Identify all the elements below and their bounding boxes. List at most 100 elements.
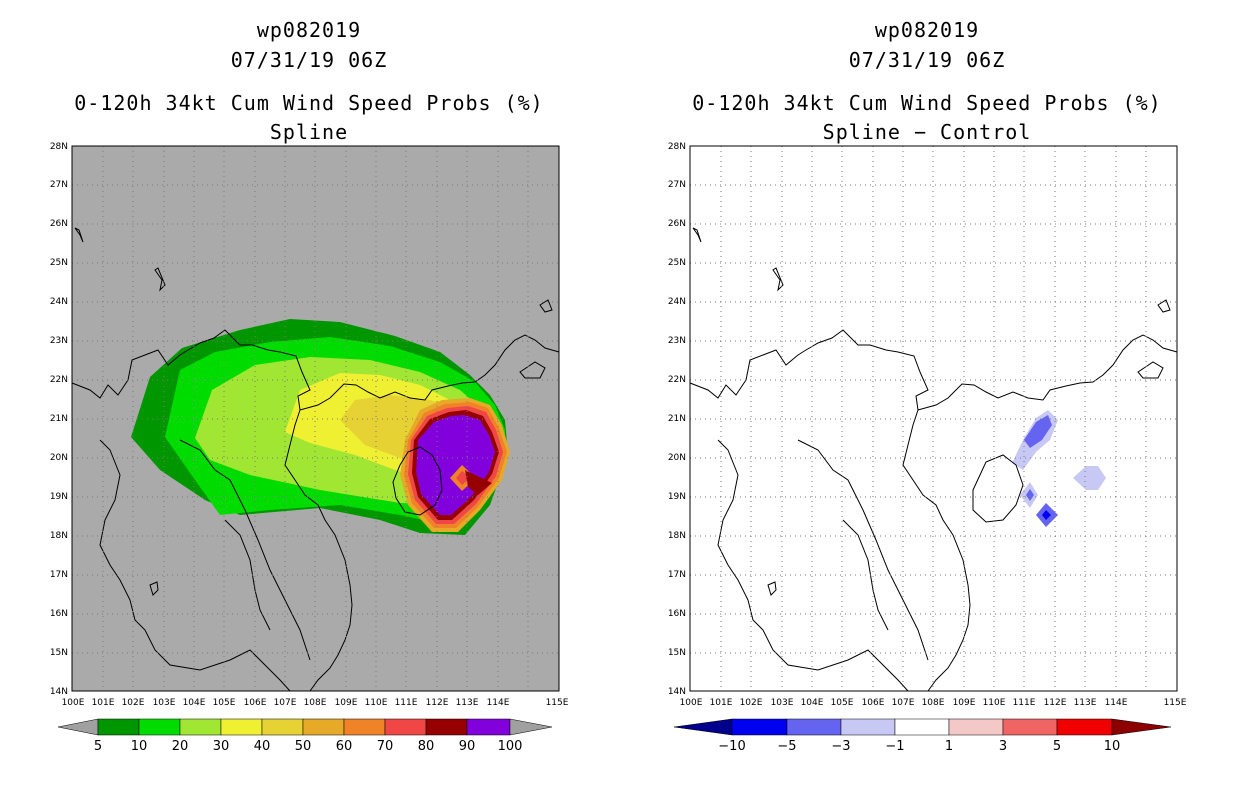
lon-label: 108E: [922, 698, 945, 708]
lat-label: 19N: [50, 492, 68, 502]
lon-label: 111E: [395, 698, 418, 708]
colorbar-swatch: [384, 718, 427, 736]
lat-label: 22N: [668, 375, 686, 385]
colorbar-label: 60: [336, 739, 353, 754]
lon-label: 109E: [335, 698, 358, 708]
colorbar-label: 100: [498, 739, 523, 754]
lon-label: 106E: [862, 698, 885, 708]
diff-minus3: [1026, 489, 1034, 501]
colorbar-left: [57, 718, 553, 736]
date-label: 07/31/19 06Z: [848, 48, 1006, 72]
probability-contours: [131, 319, 510, 535]
panel-subtitle: Spline: [269, 120, 349, 144]
lat-label: 28N: [668, 142, 686, 152]
colorbar-swatch: [1002, 718, 1058, 736]
colorbar-swatch: [220, 718, 263, 736]
lon-label: 103E: [153, 698, 176, 708]
difference-contours: [1012, 410, 1106, 527]
colorbar-label: 40: [254, 739, 271, 754]
colorbar-swatch: [894, 718, 950, 736]
colorbar-swatch: [261, 718, 304, 736]
colorbar-label: 30: [213, 739, 230, 754]
lon-axis-labels: 100E 101E 102E 103E 104E 105E 106E 107E …: [680, 698, 1187, 708]
lat-label: 21N: [50, 414, 68, 424]
colorbar-swatch: [343, 718, 386, 736]
lon-label: 110E: [365, 698, 388, 708]
colorbar-swatch: [138, 718, 181, 736]
lat-label: 25N: [668, 258, 686, 268]
lon-label: 105E: [831, 698, 854, 708]
colorbar-swatch: [840, 718, 896, 736]
lon-axis-labels: 100E 101E 102E 103E 104E 105E 106E 107E …: [62, 698, 569, 708]
colorbar-label: −10: [718, 739, 745, 754]
lat-label: 24N: [50, 297, 68, 307]
panel-title: 0-120h 34kt Cum Wind Speed Probs (%): [692, 91, 1162, 115]
lon-label: 102E: [740, 698, 763, 708]
lat-label: 17N: [50, 570, 68, 580]
lon-label: 100E: [680, 698, 703, 708]
colorbar-label: 90: [459, 739, 476, 754]
lat-label: 22N: [50, 375, 68, 385]
colorbar-label: 80: [418, 739, 435, 754]
lon-label: 115E: [1164, 698, 1187, 708]
colorbar-label: −5: [777, 739, 796, 754]
lat-axis-labels: 14N 15N 16N 17N 18N 19N 20N 21N 22N 23N …: [50, 142, 68, 697]
diff-minus3: [1024, 415, 1052, 448]
map-svg-left: 14N 15N 16N 17N 18N 19N 20N 21N 22N 23N …: [50, 142, 569, 754]
colorbar-labels-left: 5 10 20 30 40 50 60 70 80 90 100: [94, 739, 523, 754]
lat-label: 23N: [668, 336, 686, 346]
lat-label: 15N: [668, 648, 686, 658]
lat-label: 28N: [50, 142, 68, 152]
lon-label: 104E: [183, 698, 206, 708]
colorbar-swatch: [786, 718, 842, 736]
lat-label: 25N: [50, 258, 68, 268]
lat-label: 23N: [50, 336, 68, 346]
lon-label: 111E: [1013, 698, 1036, 708]
gridlines: [690, 146, 1177, 691]
lon-label: 101E: [92, 698, 115, 708]
coastlines: [71, 227, 560, 692]
colorbar-swatch: [302, 718, 345, 736]
lat-label: 18N: [668, 531, 686, 541]
colorbar-label: 3: [999, 739, 1007, 754]
lon-label: 106E: [244, 698, 267, 708]
lat-label: 26N: [50, 219, 68, 229]
lon-label: 108E: [304, 698, 327, 708]
colorbar-label: 1: [945, 739, 953, 754]
diff-minus5: [1042, 510, 1051, 520]
panel-subtitle: Spline − Control: [822, 120, 1032, 144]
colorbar-label: −1: [885, 739, 904, 754]
colorbar-label: 5: [94, 739, 102, 754]
lon-label: 103E: [771, 698, 794, 708]
lon-label: 107E: [892, 698, 915, 708]
colorbar-labels-right: −10 −5 −3 −1 1 3 5 10: [718, 739, 1120, 754]
colorbar-label: −3: [831, 739, 850, 754]
lat-label: 24N: [668, 297, 686, 307]
colorbar-swatch: [179, 718, 222, 736]
colorbar-arrow-high: [1111, 718, 1172, 736]
lon-label: 107E: [274, 698, 297, 708]
map-svg-right: 14N 15N 16N 17N 18N 19N 20N 21N 22N 23N …: [668, 142, 1187, 754]
lat-label: 27N: [50, 180, 68, 190]
lat-label: 27N: [668, 180, 686, 190]
lon-label: 109E: [953, 698, 976, 708]
colorbar-arrow-low: [673, 718, 733, 736]
lat-label: 20N: [668, 453, 686, 463]
colorbar-swatch: [731, 718, 788, 736]
lat-label: 16N: [50, 609, 68, 619]
lon-label: 114E: [487, 698, 510, 708]
colorbar-label: 5: [1053, 739, 1061, 754]
lat-label: 15N: [50, 648, 68, 658]
lon-label: 113E: [1074, 698, 1097, 708]
lon-label: 115E: [546, 698, 569, 708]
diff-minus1: [1073, 466, 1106, 490]
colorbar-swatch: [466, 718, 511, 736]
panel-title: 0-120h 34kt Cum Wind Speed Probs (%): [74, 91, 544, 115]
lat-axis-labels: 14N 15N 16N 17N 18N 19N 20N 21N 22N 23N …: [668, 142, 686, 697]
lon-label: 100E: [62, 698, 85, 708]
storm-id: wp082019: [256, 18, 362, 42]
map-frame: [71, 145, 560, 692]
map-frame: [689, 145, 1178, 692]
colorbar-swatch: [97, 718, 140, 736]
colorbar-swatch: [425, 718, 468, 736]
